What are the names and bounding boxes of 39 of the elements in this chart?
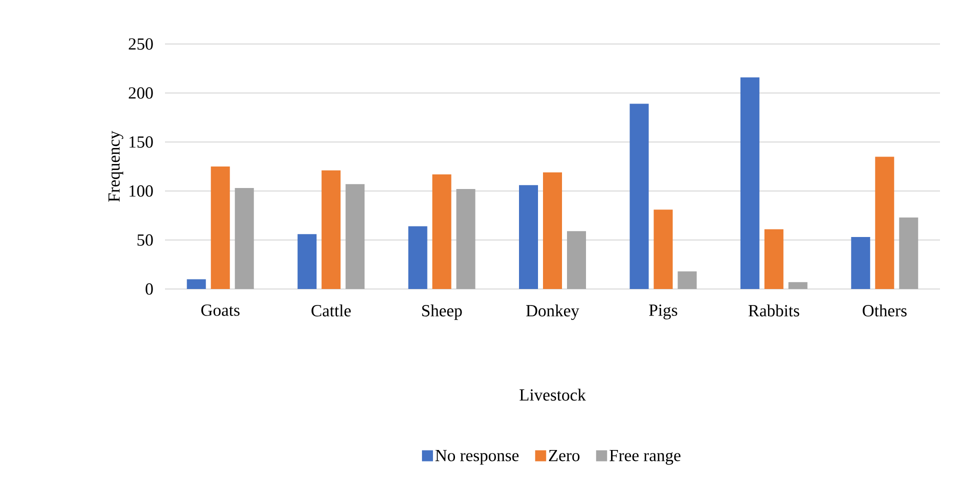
x-tick-label: Goats — [201, 304, 240, 316]
bar — [630, 104, 649, 289]
legend-label: Free range — [610, 450, 680, 465]
bar — [899, 217, 918, 289]
bar — [875, 156, 894, 289]
bar — [519, 185, 538, 289]
x-tick-label: Sheep — [422, 304, 462, 320]
x-tick-label: Others — [862, 304, 907, 316]
y-tick-label: 50 — [138, 234, 153, 246]
x-tick-label: Pigs — [649, 304, 678, 320]
bar — [740, 77, 760, 289]
bar — [298, 234, 317, 289]
x-tick-label: Donkey — [526, 304, 580, 320]
bar — [408, 226, 428, 289]
bar — [543, 172, 562, 289]
bar — [210, 166, 230, 289]
x-axis-title: Livestock — [520, 388, 586, 401]
bar — [186, 279, 206, 289]
bar — [346, 184, 365, 289]
legend-label: Zero — [548, 450, 580, 462]
x-tick-label: Cattle — [312, 304, 351, 316]
bar — [234, 188, 254, 289]
bar — [788, 282, 808, 289]
bar — [678, 271, 697, 289]
y-tick-label: 100 — [130, 185, 153, 197]
bar — [654, 210, 673, 289]
x-tick-label: Rabbits — [748, 304, 800, 316]
bar — [432, 174, 452, 289]
y-tick-label: 150 — [130, 136, 153, 148]
y-axis-title: Frequency — [108, 130, 124, 202]
y-tick-label: 0 — [146, 283, 153, 295]
y-tick-label: 200 — [128, 87, 153, 99]
bar — [456, 189, 476, 289]
legend-label: No response — [435, 450, 519, 465]
y-tick-label: 250 — [128, 38, 153, 50]
bar — [851, 237, 870, 289]
bar — [322, 170, 341, 289]
bar — [764, 229, 784, 289]
bar — [567, 231, 586, 289]
